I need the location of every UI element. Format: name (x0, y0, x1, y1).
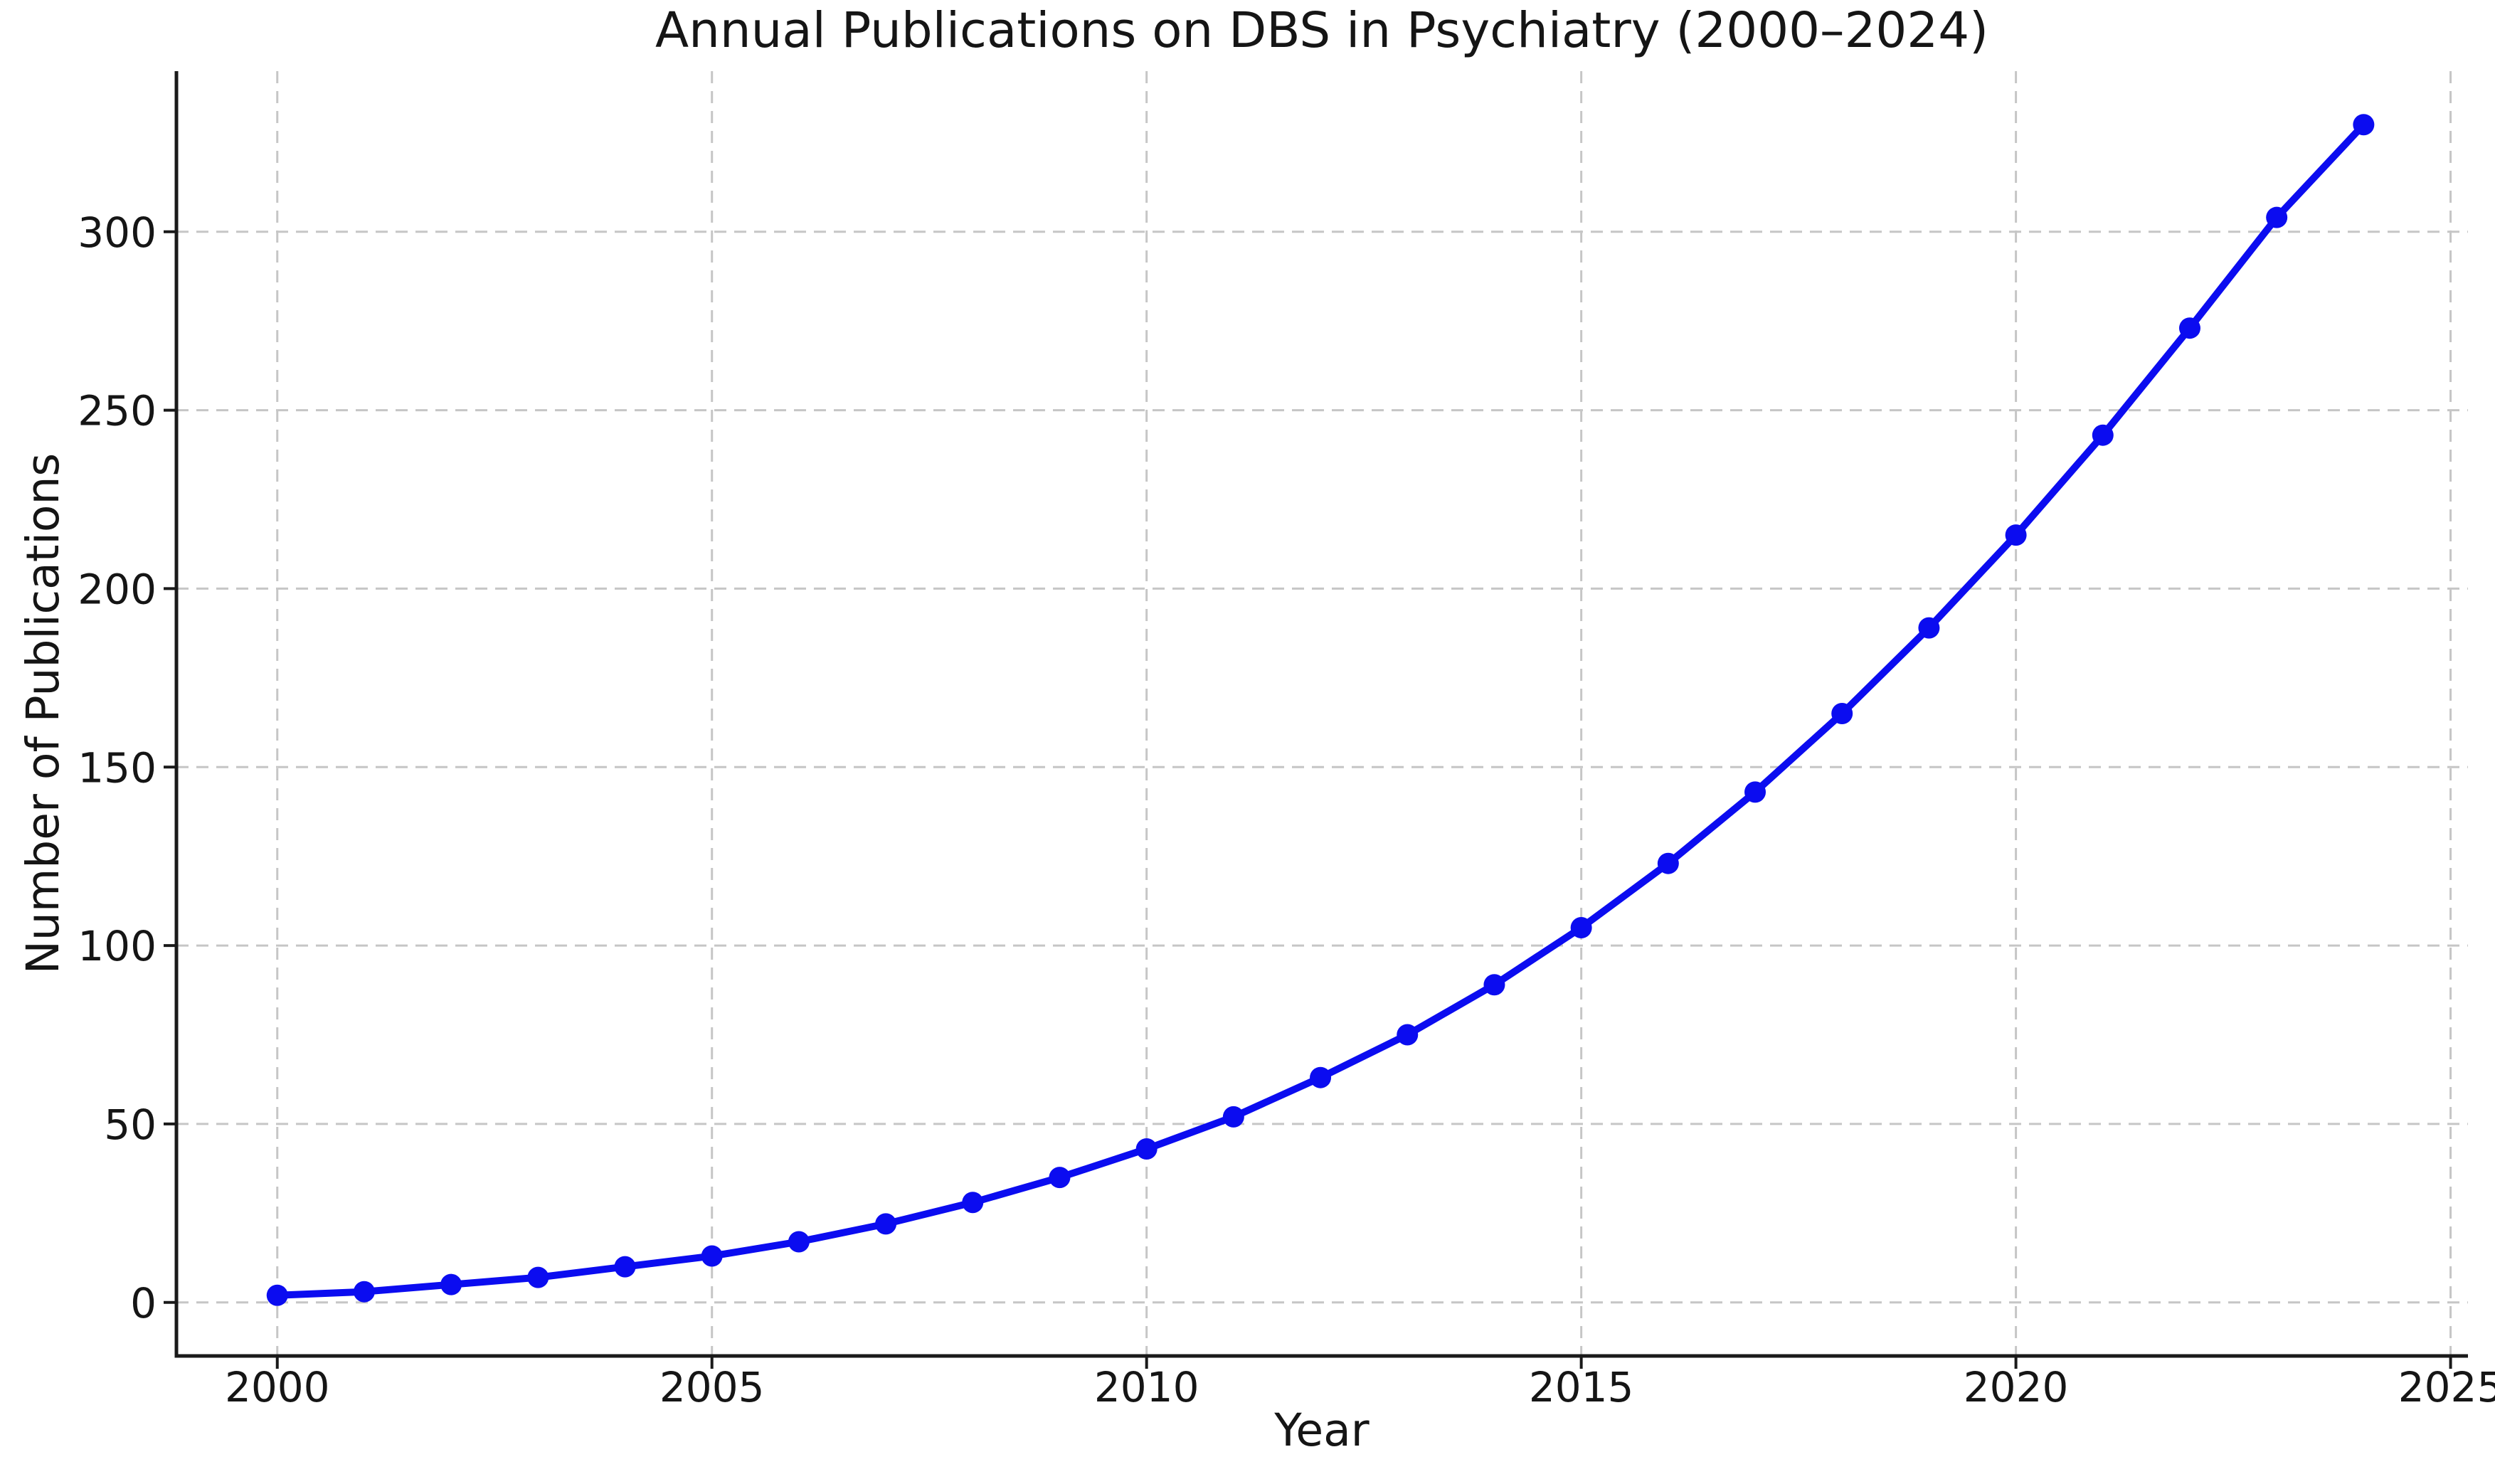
chart-title: Annual Publications on DBS in Psychiatry… (655, 2, 1988, 59)
x-tick-label-2000: 2000 (225, 1363, 330, 1411)
y-axis-label: Number of Publications (17, 453, 69, 974)
x-tick-label-2015: 2015 (1529, 1363, 1634, 1411)
data-point-2003 (527, 1266, 549, 1288)
data-point-2020 (2005, 524, 2027, 546)
data-point-2012 (1310, 1066, 1332, 1088)
data-point-2000 (266, 1284, 288, 1306)
data-point-2009 (1049, 1167, 1071, 1189)
x-tick-label-2020: 2020 (1964, 1363, 2069, 1411)
data-point-2023 (2266, 206, 2288, 228)
data-point-2006 (788, 1231, 810, 1253)
y-tick-label-250: 250 (78, 387, 157, 435)
data-point-2022 (2178, 317, 2200, 339)
y-tick-label-300: 300 (78, 208, 157, 257)
plot-area: 2000 2005 2010 2015 2020 2025 0 50 100 150 200 250 3… (78, 71, 2495, 1411)
y-tick-label-100: 100 (78, 922, 157, 970)
y-tick-label-50: 50 (104, 1101, 157, 1149)
data-point-2024 (2353, 114, 2375, 136)
y-tick-label-0: 0 (130, 1279, 157, 1327)
x-tick-label-2005: 2005 (659, 1363, 765, 1411)
data-point-2021 (2092, 424, 2114, 446)
data-point-2004 (614, 1256, 636, 1278)
data-point-2017 (1744, 781, 1766, 803)
series-line (273, 121, 2368, 1299)
data-point-2007 (875, 1213, 897, 1235)
y-tick-label-200: 200 (78, 565, 157, 613)
data-point-2011 (1222, 1106, 1244, 1128)
data-point-2016 (1657, 852, 1679, 874)
x-tick-label-2010: 2010 (1094, 1363, 1199, 1411)
data-point-2010 (1135, 1138, 1158, 1160)
data-point-2019 (1918, 617, 1940, 639)
data-point-2005 (701, 1245, 723, 1267)
data-point-2018 (1831, 703, 1853, 724)
data-point-2001 (353, 1281, 375, 1303)
data-point-2014 (1483, 974, 1505, 996)
y-tick-label-150: 150 (78, 743, 157, 792)
x-axis-label: Year (1273, 1404, 1369, 1456)
data-point-2002 (440, 1273, 462, 1295)
x-tick-label-2025: 2025 (2398, 1363, 2495, 1411)
data-point-2015 (1570, 917, 1592, 938)
data-point-2013 (1397, 1024, 1419, 1046)
data-point-2008 (962, 1192, 984, 1214)
